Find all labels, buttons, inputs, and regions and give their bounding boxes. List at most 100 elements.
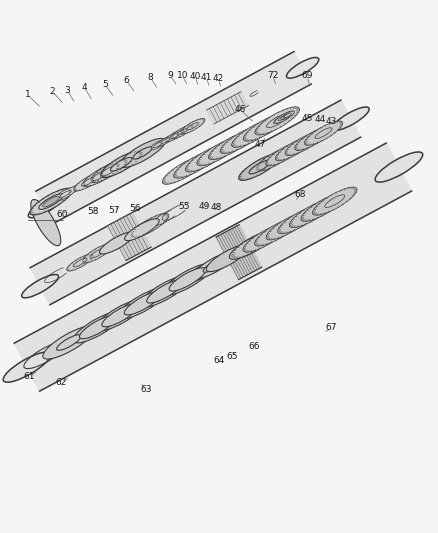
Ellipse shape [60,191,71,197]
Text: 60: 60 [56,211,67,220]
Ellipse shape [141,220,158,231]
Ellipse shape [42,196,59,207]
Ellipse shape [294,126,332,150]
Text: 61: 61 [23,372,35,381]
Ellipse shape [90,159,127,182]
Text: 4: 4 [82,84,87,92]
Ellipse shape [169,133,179,139]
Ellipse shape [100,151,142,177]
Text: 69: 69 [300,71,312,80]
Ellipse shape [99,232,134,254]
Ellipse shape [157,135,174,146]
Ellipse shape [67,254,93,271]
Ellipse shape [169,268,205,291]
Text: 67: 67 [325,324,336,332]
Ellipse shape [82,244,113,263]
Ellipse shape [208,132,253,160]
Ellipse shape [140,276,190,307]
Ellipse shape [290,213,309,226]
Ellipse shape [231,119,276,147]
Text: 58: 58 [88,207,99,216]
Ellipse shape [162,156,206,184]
Ellipse shape [242,224,287,252]
Ellipse shape [304,121,342,146]
Text: 49: 49 [198,203,209,212]
Ellipse shape [254,232,275,245]
Ellipse shape [332,107,368,131]
Text: 2: 2 [49,87,55,96]
Ellipse shape [130,213,169,238]
Text: 64: 64 [212,356,224,365]
Ellipse shape [277,206,321,234]
Ellipse shape [100,166,117,176]
Text: 56: 56 [130,204,141,213]
Text: 57: 57 [109,206,120,215]
Ellipse shape [278,220,298,232]
Ellipse shape [254,120,276,134]
Ellipse shape [110,157,132,171]
Text: 43: 43 [325,117,336,126]
Ellipse shape [117,287,167,319]
Ellipse shape [39,194,63,209]
Ellipse shape [275,136,313,161]
Ellipse shape [243,126,264,140]
Ellipse shape [192,252,234,279]
Ellipse shape [238,154,280,180]
Ellipse shape [220,125,264,154]
Ellipse shape [254,107,299,135]
Ellipse shape [265,212,310,240]
Ellipse shape [277,116,285,121]
Ellipse shape [124,292,161,315]
Ellipse shape [301,207,321,220]
Ellipse shape [90,248,105,258]
Text: 6: 6 [124,76,129,85]
Ellipse shape [266,225,286,238]
Ellipse shape [266,154,283,164]
Ellipse shape [208,145,230,158]
Ellipse shape [243,238,263,251]
Text: 1: 1 [25,91,31,100]
Ellipse shape [124,219,159,240]
Ellipse shape [280,111,294,120]
Ellipse shape [21,274,58,298]
Text: 44: 44 [314,115,325,124]
Ellipse shape [300,193,345,221]
Ellipse shape [133,147,152,159]
Ellipse shape [187,123,198,130]
Ellipse shape [53,187,77,201]
Text: 47: 47 [254,140,265,149]
Ellipse shape [219,139,241,152]
Ellipse shape [95,300,145,331]
Text: 46: 46 [234,106,246,115]
Ellipse shape [153,142,162,148]
Ellipse shape [283,113,291,118]
Ellipse shape [273,113,290,124]
Ellipse shape [203,259,224,272]
Text: 3: 3 [64,86,70,95]
Text: 55: 55 [178,201,190,211]
Ellipse shape [161,138,170,143]
Ellipse shape [28,197,60,218]
Ellipse shape [266,114,287,128]
Ellipse shape [165,130,184,142]
Ellipse shape [180,118,205,134]
Text: 5: 5 [102,80,107,89]
Text: 41: 41 [200,73,212,82]
Ellipse shape [197,151,218,165]
Ellipse shape [30,188,72,215]
Ellipse shape [305,133,321,143]
Ellipse shape [255,147,294,171]
Ellipse shape [312,187,356,215]
Text: 9: 9 [167,71,173,80]
Ellipse shape [82,163,119,187]
Ellipse shape [289,199,333,228]
Ellipse shape [248,160,270,174]
Ellipse shape [173,150,218,178]
Ellipse shape [374,152,422,182]
Ellipse shape [146,280,183,303]
Text: 72: 72 [267,71,278,80]
Polygon shape [206,92,248,124]
Text: 40: 40 [189,72,201,81]
Ellipse shape [324,195,344,207]
Ellipse shape [81,177,95,186]
